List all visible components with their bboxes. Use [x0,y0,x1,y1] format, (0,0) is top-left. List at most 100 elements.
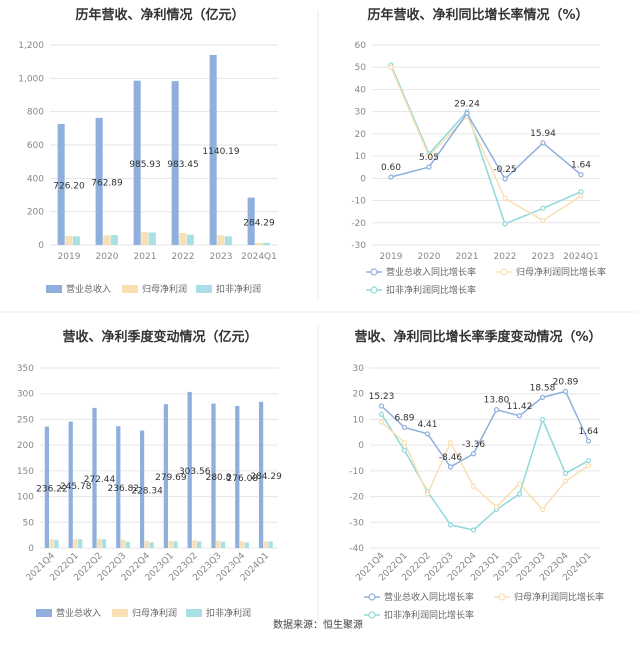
bar-2-s1-3 [120,539,126,548]
bar-0-s1-5 [255,243,263,245]
legend-marker-1-1 [500,268,508,276]
bar-2-s2-0 [54,539,59,548]
legend-marker-1-2 [370,286,378,294]
legend-label-0-1: 归母净利润 [142,283,187,295]
y-tick-label-2-0: 0 [28,544,34,554]
legend-label-2-1: 归母净利润 [132,607,177,619]
y-tick-label-1-1: -20 [351,219,366,229]
point-1-s1-3 [502,195,508,201]
bar-2-s0-3 [116,426,121,548]
bar-0-s2-0 [72,236,80,245]
bar-2-s2-3 [125,541,130,548]
bar-0-s0-5 [247,197,255,245]
bar-0-s0-1 [95,117,103,245]
y-tick-label-3-5: 10 [353,415,365,425]
y-tick-label-2-4: 200 [17,441,34,451]
point-3-s1-5 [493,504,500,510]
point-1-s1-0 [388,64,394,70]
bar-2-s1-4 [144,540,149,548]
point-1-s1-4 [540,217,546,224]
y-tick-label-2-6: 300 [17,390,34,400]
y-tick-label-2-5: 250 [17,415,34,425]
legend-label-0-0: 营业总收入 [66,283,111,295]
y-tick-label-1-8: 50 [355,63,367,73]
bar-2-s1-0 [49,539,54,548]
legend-swatch-0-2 [196,285,212,293]
x-tick-label-0-3: 2022 [172,252,195,262]
point-1-s0-1 [426,164,432,170]
y-tick-label-1-4: 10 [355,152,367,162]
bar-2-s2-4 [149,542,154,548]
point-3-s1-9 [585,463,592,469]
bar-0-s0-2 [133,80,141,245]
data-label-3-3: -8.46 [439,453,463,463]
chart-title-0: 历年营收、净利情况（亿元） [75,7,244,23]
legend-label-0-2: 扣非净利润 [216,283,261,295]
data-label-2-9: 284.29 [250,472,282,482]
legend-label-2-2: 扣非净利润 [206,607,251,619]
legend-marker-3-0 [368,593,376,601]
data-label-0-4: 1140.19 [202,147,239,157]
point-3-s2-7 [539,416,546,423]
bar-0-s0-4 [209,54,217,245]
bar-2-s0-8 [235,406,240,548]
y-tick-label-2-7: 350 [17,364,34,374]
y-tick-label-1-7: 40 [355,85,367,95]
data-label-2-6: 303.56 [179,467,211,477]
y-tick-label-3-0: -40 [349,544,364,554]
chart-title-1: 历年营收、净利同比增长率情况（%） [367,7,588,23]
y-tick-label-0-3: 600 [27,141,44,151]
data-label-3-8: 20.89 [553,377,579,387]
x-tick-label-1-2: 2021 [456,252,479,262]
bar-0-s2-3 [186,234,194,245]
series-line-3-0 [380,390,590,468]
x-tick-label-0-4: 2023 [210,252,233,262]
point-1-s2-4 [540,205,546,211]
point-1-s2-3 [502,221,508,227]
bar-2-s2-9 [268,541,273,548]
y-tick-label-2-1: 50 [23,518,35,528]
bar-0-s2-2 [148,232,156,245]
legend-swatch-0-0 [46,285,62,293]
legend-swatch-2-0 [36,609,52,617]
bar-2-s0-9 [258,401,264,548]
point-3-s2-3 [447,522,454,528]
data-label-3-0: 15.23 [369,392,395,402]
point-3-s1-8 [562,478,569,484]
legend-marker-1-0 [370,268,378,276]
y-tick-label-3-3: -10 [349,467,364,477]
point-3-s1-7 [539,506,546,513]
point-3-s0-8 [562,388,569,395]
bar-0-s0-3 [171,81,179,245]
bar-2-s0-4 [139,430,145,548]
data-label-3-5: 13.80 [484,396,510,406]
data-label-0-3: 983.45 [167,160,199,170]
data-label-3-2: 4.41 [417,420,437,430]
bar-2-s1-5 [168,540,173,548]
bar-2-s2-2 [101,539,107,548]
legend-label-3-0: 营业总收入同比增长率 [384,591,474,603]
y-tick-label-3-7: 30 [353,364,365,374]
x-tick-label-0-5: 2024Q1 [241,252,277,262]
bar-2-s2-1 [78,539,83,548]
bar-0-s1-2 [141,232,149,245]
series-line-1-1 [390,66,582,222]
y-tick-label-1-3: 0 [360,174,366,184]
y-tick-label-3-6: 20 [353,390,365,400]
data-label-3-4: -3.36 [462,440,486,450]
bar-2-s1-2 [97,538,102,548]
bar-2-s0-6 [187,391,192,548]
point-3-s0-3 [447,464,454,470]
bar-2-s1-7 [216,540,221,548]
y-tick-label-0-5: 1,000 [18,74,44,84]
y-tick-label-3-1: -30 [349,518,364,528]
data-label-3-9: 1.64 [578,427,598,437]
y-tick-label-0-2: 400 [27,174,44,184]
bar-2-s0-7 [211,403,216,548]
point-3-s1-3 [447,439,454,446]
bar-2-s1-1 [73,539,78,548]
bar-0-s0-0 [57,123,65,245]
legend-label-1-2: 扣非净利润同比增长率 [386,284,476,296]
data-label-0-0: 726.20 [53,181,85,191]
data-label-2-1: 245.78 [60,482,92,492]
